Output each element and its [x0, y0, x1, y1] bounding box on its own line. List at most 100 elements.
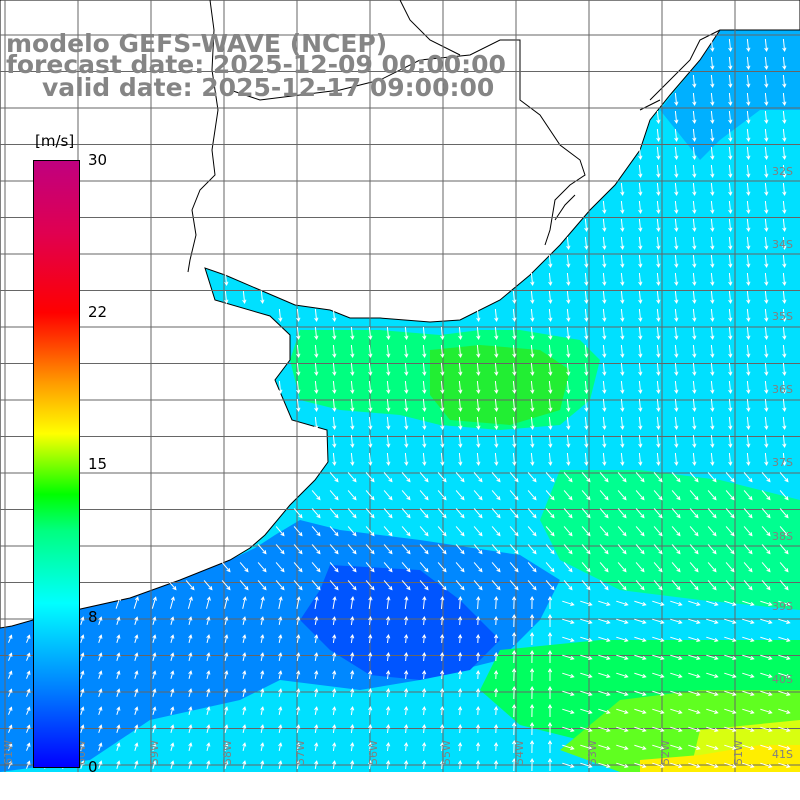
wind-arrow: [383, 580, 393, 591]
wind-arrow: [422, 362, 427, 377]
wind-arrow: [562, 708, 575, 714]
wind-arrow: [782, 92, 787, 107]
wind-arrow: [761, 508, 771, 519]
wind-arrow: [314, 416, 319, 431]
wind-arrow: [188, 634, 193, 644]
wind-arrow: [152, 616, 157, 625]
wind-arrow: [116, 616, 121, 625]
wind-arrow: [598, 672, 611, 678]
wind-arrow: [314, 724, 319, 733]
wind-arrow: [692, 218, 697, 233]
wind-arrow: [491, 508, 501, 519]
wind-arrow: [439, 687, 445, 698]
wind-arrow: [152, 706, 157, 715]
wind-arrow: [706, 636, 719, 642]
wind-arrow: [350, 362, 355, 377]
wind-arrow: [476, 380, 481, 395]
wind-arrow: [634, 762, 647, 768]
wind-arrow: [401, 580, 411, 591]
wind-arrow: [386, 416, 391, 431]
wind-arrow: [563, 544, 573, 555]
wind-arrow: [278, 634, 283, 644]
wind-arrow: [656, 146, 661, 161]
wind-arrow: [529, 739, 535, 754]
wind-arrow: [782, 182, 787, 197]
wind-arrow: [566, 326, 571, 341]
wind-arrow: [350, 452, 355, 467]
wind-arrow: [116, 634, 121, 643]
wind-arrow: [383, 490, 393, 501]
wind-arrow: [548, 254, 553, 269]
wind-arrow: [743, 472, 753, 483]
wind-arrow: [421, 705, 427, 716]
wind-arrow: [275, 526, 285, 537]
wind-arrow: [385, 705, 391, 716]
wind-arrow: [670, 762, 683, 768]
wind-arrow: [674, 398, 679, 413]
wind-arrow: [437, 490, 447, 501]
wind-arrow: [385, 633, 391, 644]
wind-arrow: [368, 596, 373, 609]
wind-arrow: [314, 362, 319, 377]
wind-arrow: [760, 690, 773, 696]
wind-arrow: [782, 398, 787, 413]
wind-arrow: [746, 56, 751, 71]
wind-arrow: [616, 726, 629, 732]
wind-arrow: [329, 562, 339, 573]
wind-arrow: [494, 362, 499, 377]
wind-arrow: [638, 326, 643, 341]
wind-arrow: [185, 580, 195, 591]
wind-arrow: [620, 434, 625, 449]
wind-arrow: [635, 508, 645, 519]
wind-arrow: [674, 218, 679, 233]
wind-arrow: [329, 544, 339, 555]
wind-arrow: [710, 110, 715, 125]
wind-arrow: [239, 580, 249, 591]
wind-arrow: [491, 526, 501, 537]
wind-arrow: [674, 200, 679, 215]
wind-arrow: [314, 670, 319, 679]
wind-arrow: [566, 290, 571, 305]
wind-arrow: [674, 362, 679, 377]
wind-arrow: [634, 618, 647, 624]
wind-arrow: [116, 652, 121, 661]
wind-arrow: [638, 146, 643, 161]
wind-arrow: [152, 634, 157, 643]
wind-arrow: [692, 74, 697, 89]
wind-arrow: [671, 490, 681, 501]
wind-arrow: [170, 634, 175, 643]
wind-arrow: [616, 744, 629, 750]
wind-arrow: [439, 669, 445, 680]
wind-arrow: [746, 326, 751, 341]
wind-arrow: [314, 652, 319, 661]
wind-arrow: [782, 326, 787, 341]
wind-arrow: [670, 672, 683, 678]
wind-arrow: [634, 654, 647, 660]
wind-arrow: [674, 326, 679, 341]
wind-arrow: [728, 92, 733, 107]
wind-arrow: [368, 723, 373, 734]
wind-arrow: [656, 272, 661, 287]
wind-arrow: [152, 688, 157, 697]
wind-arrow: [599, 580, 609, 591]
wind-arrow: [368, 326, 373, 341]
wind-arrow: [404, 362, 409, 377]
wind-arrow: [692, 110, 697, 125]
wind-arrow: [296, 652, 301, 661]
wind-arrow: [527, 490, 537, 501]
wind-arrow: [692, 128, 697, 143]
wind-arrow: [566, 254, 571, 269]
wind-arrow: [563, 526, 573, 537]
wind-arrow: [725, 544, 735, 555]
border-uruguay-brazil: [229, 39, 586, 246]
wind-arrow: [440, 416, 445, 431]
wind-arrow: [581, 526, 591, 537]
wind-arrow: [710, 218, 715, 233]
wind-arrow: [692, 416, 697, 431]
wind-arrow: [404, 326, 409, 341]
wind-arrow: [403, 741, 409, 752]
wind-arrow: [620, 182, 625, 197]
wind-arrow: [638, 398, 643, 413]
wind-arrow: [728, 128, 733, 143]
wind-arrow: [242, 616, 247, 626]
